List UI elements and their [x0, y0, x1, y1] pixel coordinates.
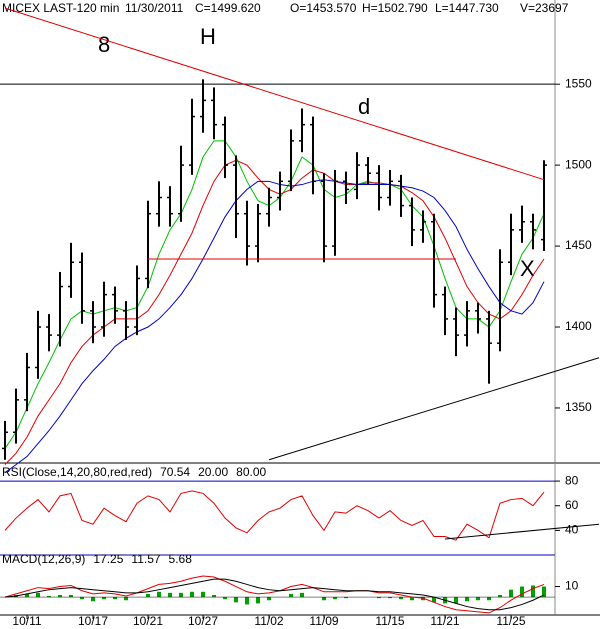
rsi-line [4, 490, 545, 541]
annotation: X [520, 256, 535, 281]
x-tick-label: 11/15 [375, 614, 404, 628]
header-stat: O=1453.570 [290, 1, 357, 15]
histogram-bar [157, 591, 161, 598]
x-tick-label: 10/21 [133, 614, 163, 628]
histogram-bar [531, 585, 535, 598]
annotation: d [358, 94, 370, 119]
histogram-bar [179, 592, 183, 598]
trend-line [444, 523, 600, 540]
histogram-bar [146, 593, 150, 598]
y-tick-label: 1500 [565, 157, 592, 171]
histogram-bar [256, 597, 260, 604]
macd-line [4, 575, 545, 614]
histogram-bar [80, 597, 84, 600]
histogram-bar [509, 589, 513, 598]
y-tick-label: 10 [565, 579, 579, 593]
histogram-bar [377, 597, 381, 599]
y-tick-label: 1350 [565, 400, 592, 414]
legend-entry: 20.00 [198, 465, 228, 479]
legend-entry: 17.25 [93, 552, 123, 566]
histogram-bar [124, 597, 128, 601]
histogram-bar [542, 586, 546, 598]
y-tick-label: 1450 [565, 238, 592, 252]
histogram-bar [465, 597, 469, 602]
x-tick-label: 11/21 [430, 614, 459, 628]
histogram-bar [168, 592, 172, 598]
legend-entry: MACD(12,26,9) [2, 552, 85, 566]
histogram-bar [498, 594, 502, 598]
macd-line [4, 578, 545, 611]
x-tick-label: 10/17 [78, 614, 108, 628]
histogram-bar [25, 593, 29, 598]
trend-line [4, 7, 545, 181]
histogram-bar [245, 597, 249, 605]
y-tick-label: 60 [565, 498, 579, 512]
header-stat: C=1499.620 [195, 1, 261, 15]
y-tick-label: 40 [565, 523, 579, 537]
legend-entry: 5.68 [169, 552, 193, 566]
histogram-bar [454, 597, 458, 604]
moving-average [4, 140, 545, 449]
legend-entry: 11.57 [131, 552, 160, 566]
legend-entry: 80.00 [236, 465, 266, 479]
chart-title: MICEX LAST-120 min [2, 1, 119, 15]
histogram-bar [234, 597, 238, 603]
legend-entry: 70.54 [160, 465, 190, 479]
legend-entry: RSI(Close,14,20,80,red,red) [2, 465, 152, 479]
histogram-bar [267, 597, 271, 601]
y-tick-label: 1400 [565, 319, 592, 333]
moving-average [4, 159, 545, 465]
histogram-bar [91, 597, 95, 602]
chart-date: 11/30/2011 [125, 1, 184, 15]
histogram-bar [47, 596, 51, 598]
histogram-bar [520, 586, 524, 598]
x-tick-label: 11/02 [254, 614, 283, 628]
histogram-bar [58, 594, 62, 598]
histogram-bar [201, 591, 205, 598]
histogram-bar [333, 597, 337, 600]
trend-line [268, 357, 600, 461]
header-stat: V=23697 [520, 1, 569, 15]
x-tick-label: 10/11 [12, 614, 41, 628]
header-stat: L=1447.730 [435, 1, 499, 15]
annotation: 8 [98, 32, 110, 57]
histogram-bar [102, 597, 106, 600]
histogram-bar [322, 597, 326, 601]
histogram-bar [476, 597, 480, 601]
histogram-bar [190, 591, 194, 598]
histogram-bar [113, 597, 117, 600]
histogram-bar [410, 597, 414, 601]
histogram-bar [344, 597, 348, 599]
histogram-bar [432, 597, 436, 603]
histogram-bar [388, 597, 392, 599]
histogram-bar [399, 597, 403, 600]
y-tick-label: 1550 [565, 76, 592, 90]
histogram-bar [223, 597, 227, 600]
x-tick-label: 11/25 [496, 614, 525, 628]
x-tick-label: 10/27 [188, 614, 218, 628]
histogram-bar [300, 592, 304, 598]
moving-average [4, 179, 545, 474]
histogram-bar [289, 593, 293, 598]
histogram-bar [212, 594, 216, 598]
histogram-bar [36, 592, 40, 598]
annotation: H [200, 24, 216, 49]
x-tick-label: 11/09 [309, 614, 338, 628]
header-stat: H=1502.790 [362, 1, 428, 15]
histogram-bar [487, 597, 491, 601]
y-tick-label: 80 [565, 473, 579, 487]
histogram-bar [69, 594, 73, 598]
